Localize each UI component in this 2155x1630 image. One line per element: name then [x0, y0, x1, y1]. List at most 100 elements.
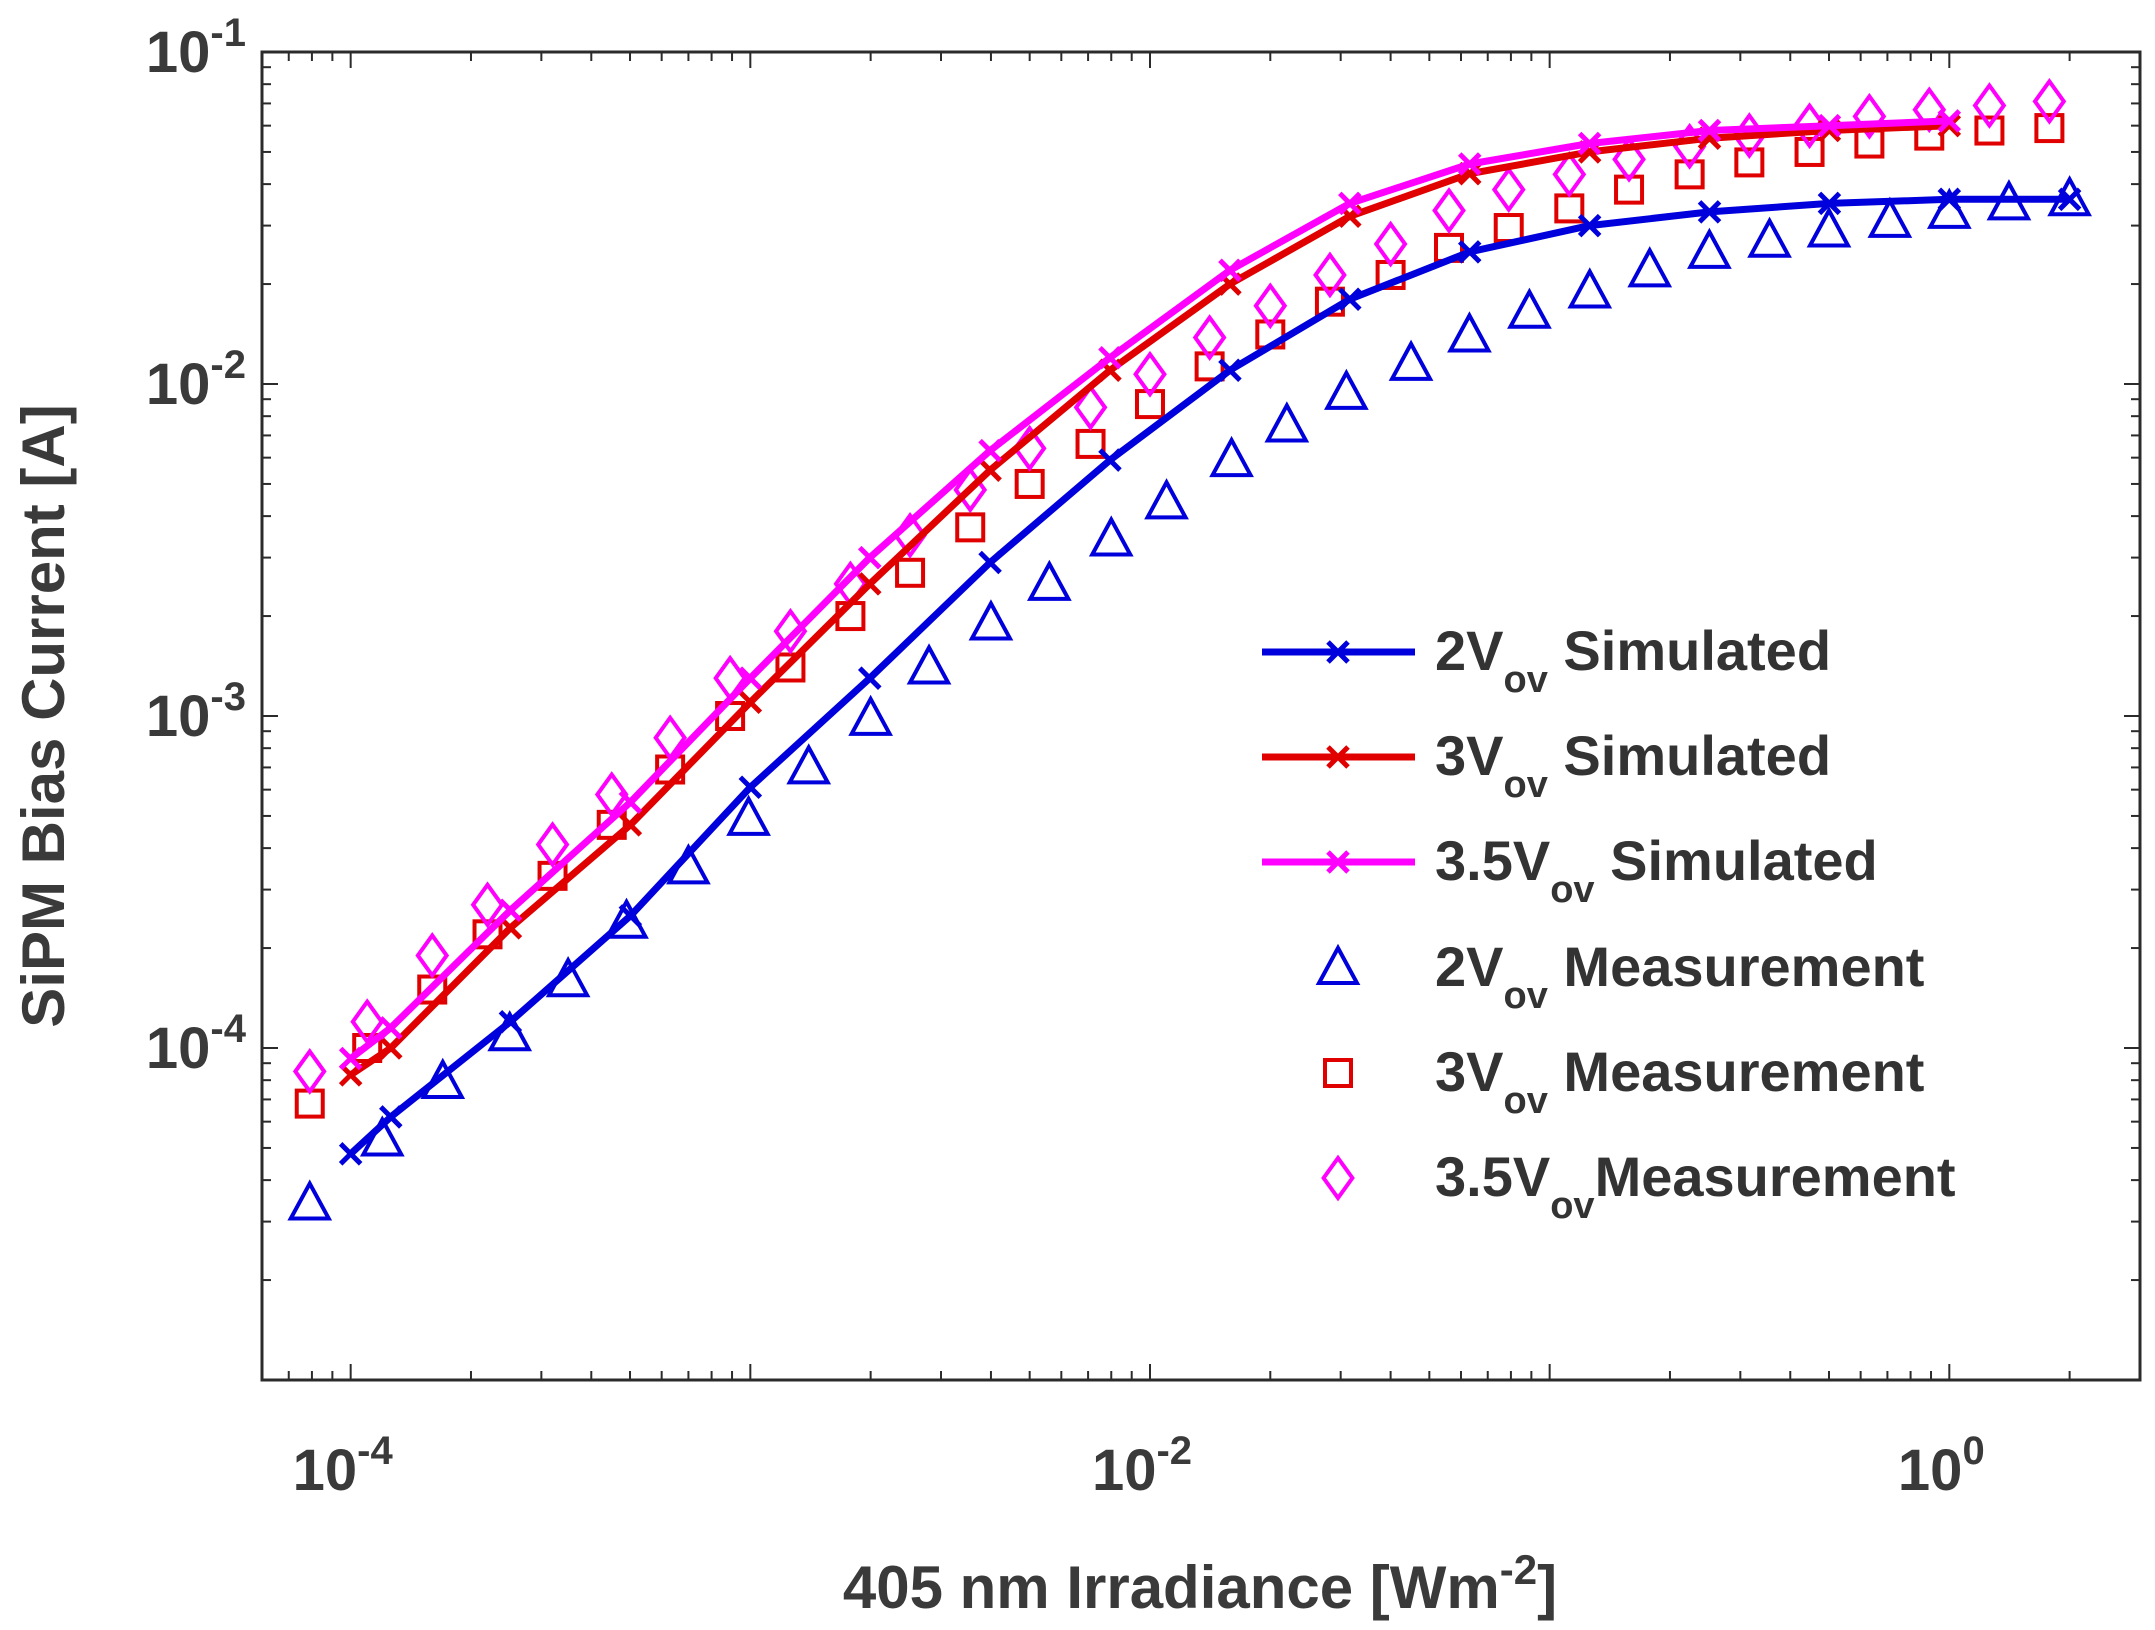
series-3-5v-ov-simulated: [338, 109, 1962, 1071]
data-point: [786, 743, 832, 785]
x-tick-exp: -2: [1156, 1429, 1192, 1473]
data-point: [895, 557, 926, 588]
data-point: [535, 821, 570, 868]
y-tick-label: 10-4: [146, 1007, 247, 1081]
data-point: [1338, 287, 1362, 312]
data-point: [618, 813, 643, 837]
data-point: [738, 775, 763, 800]
data-point: [1852, 92, 1887, 140]
data-point: [1937, 109, 1962, 133]
data-point: [1218, 258, 1242, 283]
series-3-5v-ov-measurement: [292, 77, 2067, 1095]
data-point: [738, 690, 763, 715]
legend-label-rest: Measurement: [1548, 1040, 1925, 1103]
legend-label-main: 3V: [1435, 1040, 1504, 1103]
data-point: [1133, 350, 1167, 398]
y-tick-exp: -4: [210, 1007, 246, 1051]
data-point: [1792, 102, 1827, 150]
legend-label-sub: ov: [1504, 975, 1548, 1017]
x-tick-exp: 0: [1962, 1429, 1984, 1473]
legend-item: 3Vov Measurement: [1323, 1040, 1924, 1122]
y-tick-label: 10-2: [146, 343, 246, 417]
data-point: [1747, 216, 1792, 258]
data-point: [1098, 448, 1122, 472]
y-tick-base: 10: [146, 684, 211, 749]
data-point: [1338, 191, 1362, 216]
data-point: [1697, 200, 1722, 224]
x-tick-exp: -4: [357, 1429, 393, 1473]
data-point: [1073, 384, 1108, 431]
data-point: [1937, 187, 1962, 212]
data-point: [1612, 135, 1646, 183]
data-point: [1457, 152, 1482, 176]
legend-marker: [1326, 850, 1350, 874]
y-tick-label: 10-1: [146, 11, 246, 85]
y-tick-base: 10: [146, 20, 211, 85]
legend-item: 2Vov Simulated: [1262, 619, 1831, 701]
legend-marker: [1326, 640, 1350, 664]
data-point: [498, 898, 523, 922]
data-point: [1192, 314, 1227, 361]
data-point: [1313, 251, 1347, 299]
data-point: [1491, 166, 1526, 214]
data-point: [1432, 187, 1466, 234]
x-tick-base: 10: [1092, 1438, 1157, 1503]
data-point: [1264, 401, 1310, 443]
legend-label-main: 2V: [1435, 935, 1504, 998]
data-point: [1627, 246, 1673, 288]
data-point: [1806, 206, 1852, 248]
data-point: [1687, 227, 1732, 269]
data-point: [1373, 220, 1408, 268]
data-point: [1218, 358, 1242, 383]
legend-label: 3Vov Measurement: [1435, 1040, 1924, 1122]
legend-marker: [1315, 943, 1361, 985]
data-point: [618, 904, 643, 928]
legend-label: 2Vov Simulated: [1435, 619, 1831, 701]
data-point: [906, 643, 952, 685]
legend-label-main: 3.5V: [1435, 1145, 1550, 1208]
data-point: [1972, 82, 2007, 129]
y-tick-exp: -2: [210, 343, 246, 387]
data-point: [415, 932, 450, 979]
series-2v-ov-measurement: [287, 175, 2092, 1221]
data-point: [1253, 282, 1288, 330]
legend-label: 3.5Vov Simulated: [1435, 829, 1878, 911]
data-point: [618, 790, 643, 814]
series-2v-ov-simulated: [338, 187, 2082, 1166]
data-point: [470, 881, 505, 929]
legend-label-main: 3.5V: [1435, 829, 1550, 892]
data-point: [379, 1105, 403, 1129]
data-point: [848, 694, 893, 736]
data-point: [1552, 150, 1587, 198]
legend-label-sub: ov: [1550, 1185, 1594, 1227]
data-point: [1817, 113, 1842, 138]
y-tick-label: 10-3: [146, 675, 246, 749]
data-point: [726, 794, 771, 836]
data-point: [1577, 213, 1602, 238]
data-point: [338, 1142, 363, 1166]
legend-label-sub: ov: [1504, 659, 1548, 701]
legend-item: 3.5Vov Simulated: [1262, 829, 1878, 911]
legend-item: 3Vov Simulated: [1262, 724, 1831, 806]
legend-label: 2Vov Measurement: [1435, 935, 1924, 1017]
data-point: [379, 1016, 403, 1040]
legend-label-main: 3V: [1435, 724, 1504, 787]
data-point: [498, 1009, 523, 1034]
data-point: [1209, 435, 1254, 478]
data-point: [978, 438, 1002, 463]
x-tick-base: 10: [1898, 1438, 1963, 1503]
data-point: [2057, 187, 2082, 212]
data-point: [2032, 77, 2067, 125]
data-point: [338, 1046, 363, 1071]
data-point: [968, 599, 1014, 641]
x-axis-label-exp: -2: [1500, 1546, 1537, 1593]
data-point: [2034, 113, 2065, 144]
data-point: [1075, 428, 1106, 459]
legend-label-rest: Simulated: [1548, 724, 1831, 787]
data-point: [1734, 147, 1765, 178]
legend-label-rest: Measurement: [1595, 1145, 1956, 1208]
y-axis: 10-110-210-310-4: [146, 11, 2140, 1381]
x-axis-label: 405 nm Irradiance [Wm-2]: [843, 1546, 1557, 1621]
